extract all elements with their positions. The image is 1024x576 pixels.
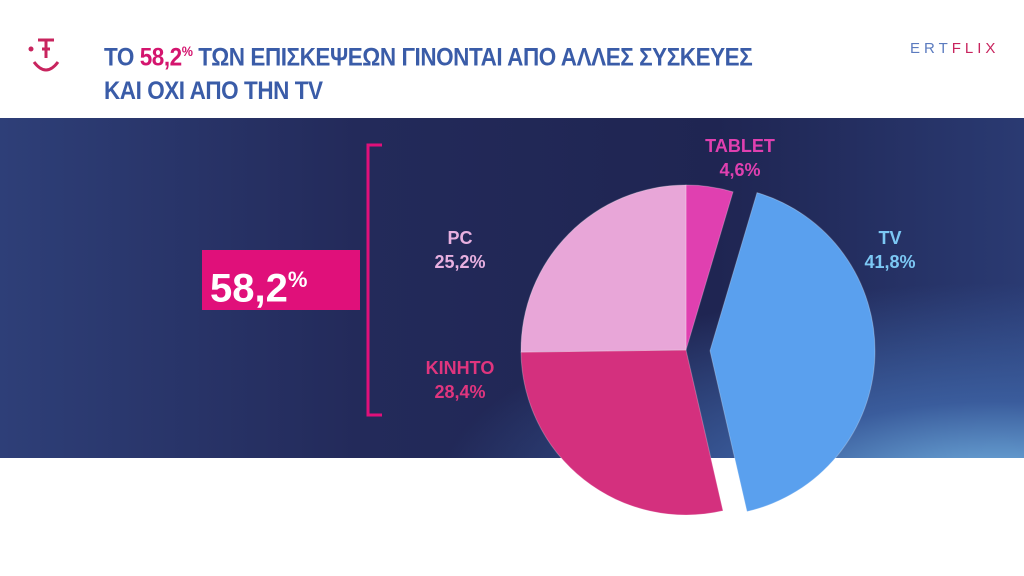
pie-slice-0 — [685, 184, 734, 351]
pie-slice-1 — [709, 191, 876, 513]
label-pc: PC 25,2% — [434, 228, 486, 272]
ertflix-smile-logo — [28, 36, 64, 81]
label-tablet: TABLET 4,6% — [705, 136, 775, 180]
page-title: ΤΟ 58,2% ΤΩΝ ΕΠΙΣΚΕΨΕΩΝ ΓΙΝΟΝΤΑΙ ΑΠΟ ΑΛΛ… — [104, 43, 753, 106]
ertflix-brand: ERTFLIX — [910, 40, 1000, 57]
bracket — [366, 143, 382, 417]
label-tv: TV 41,8% — [864, 228, 916, 272]
pie-slice-2 — [520, 349, 724, 516]
label-kinito: ΚΙΝΗΤΟ 28,4% — [425, 358, 495, 402]
callout-value: 58,2% — [202, 250, 360, 310]
pie-slice-3 — [520, 184, 687, 353]
